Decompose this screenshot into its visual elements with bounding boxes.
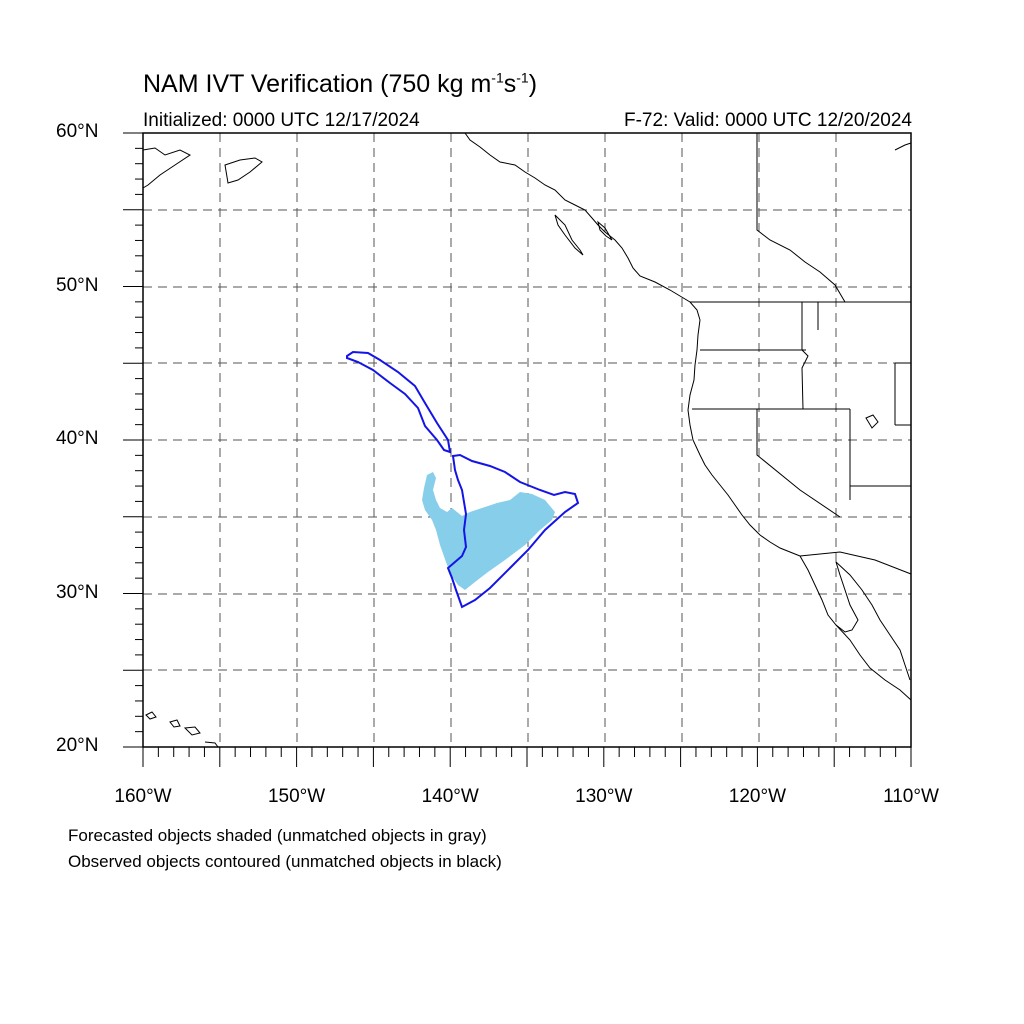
coastlines bbox=[142, 132, 912, 748]
border-id bbox=[801, 302, 809, 410]
great-salt-lake bbox=[865, 414, 879, 429]
coast-aleutian-islands bbox=[224, 157, 263, 184]
initialized-time: Initialized: 0000 UTC 12/17/2024 bbox=[143, 110, 420, 131]
coast-mexico-south bbox=[835, 624, 912, 701]
observed-contour-northern bbox=[346, 350, 452, 454]
lon-label-120: 120°W bbox=[728, 786, 786, 807]
lon-label-160: 160°W bbox=[114, 786, 172, 807]
hawaii-island-3 bbox=[183, 726, 201, 736]
border-bc-alberta bbox=[756, 133, 846, 303]
coast-mexico-mainland bbox=[835, 561, 911, 681]
legend-forecast-note: Forecasted objects shaded (unmatched obj… bbox=[68, 826, 487, 845]
hawaii-island-2 bbox=[169, 719, 181, 728]
lat-label-40: 40°N bbox=[56, 428, 99, 449]
lat-label-50: 50°N bbox=[56, 274, 99, 296]
observed-object-contours bbox=[346, 350, 580, 609]
coast-aleutians bbox=[142, 147, 191, 189]
valid-time: F-72: Valid: 0000 UTC 12/20/2024 bbox=[624, 110, 912, 131]
lon-label-150: 150°W bbox=[267, 786, 326, 807]
lat-label-60: 60°N bbox=[56, 121, 99, 142]
lat-label-20: 20°N bbox=[56, 735, 99, 756]
legend-observed-note: Observed objects contoured (unmatched ob… bbox=[68, 852, 502, 871]
lon-label-140: 140°W bbox=[421, 786, 479, 807]
coast-us-west bbox=[687, 319, 801, 557]
lat-label-30: 30°N bbox=[56, 581, 99, 603]
lon-label-110: 110°W bbox=[883, 786, 939, 807]
chart-title: NAM IVT Verification (750 kg m-1s-1) bbox=[143, 69, 538, 98]
coast-haida-gwaii bbox=[597, 220, 613, 241]
coast-islands-bc bbox=[554, 214, 584, 256]
grid-lines bbox=[143, 133, 911, 747]
coast-se-alaska bbox=[894, 142, 912, 151]
axis-ticks bbox=[123, 132, 912, 767]
hawaii-island-1 bbox=[145, 711, 157, 720]
lon-label-130: 130°W bbox=[575, 786, 633, 807]
political-boundaries bbox=[690, 133, 912, 575]
observed-contour-southern bbox=[446, 453, 580, 609]
border-us-mexico bbox=[799, 551, 912, 575]
coast-baja bbox=[799, 555, 859, 633]
hawaii-island-4 bbox=[204, 741, 219, 748]
border-ca-nv bbox=[756, 409, 841, 518]
coast-alaska-bc bbox=[464, 132, 701, 321]
